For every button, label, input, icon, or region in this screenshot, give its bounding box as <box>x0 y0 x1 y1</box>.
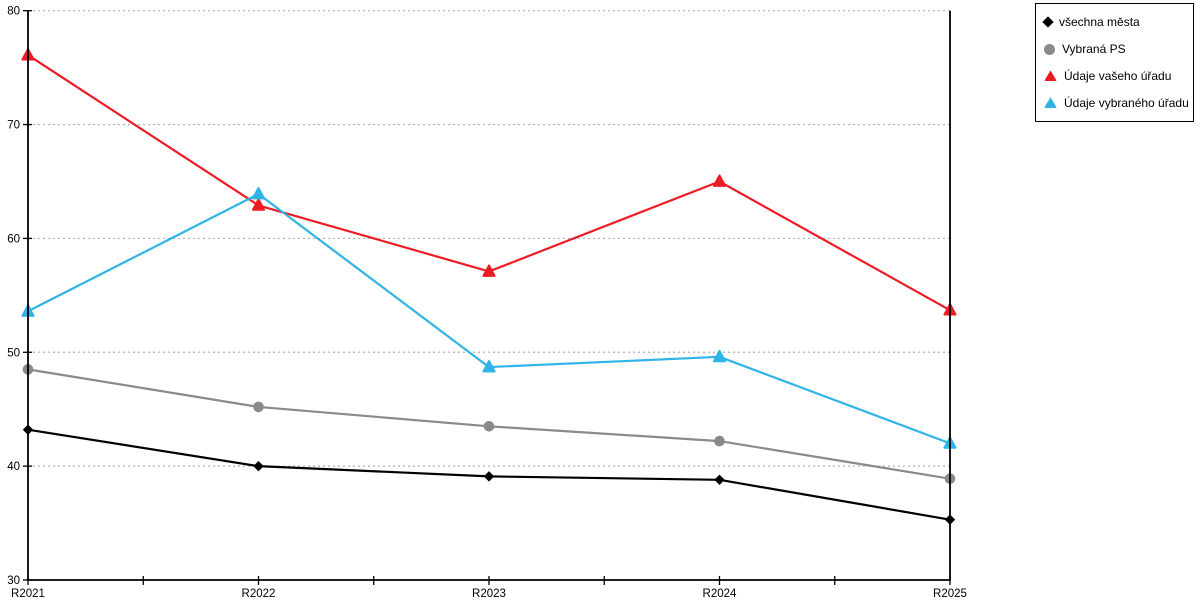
data-point-marker <box>251 198 266 211</box>
legend-label: Vybraná PS <box>1062 42 1126 57</box>
legend-label: Údaje vašeho úřadu <box>1064 68 1172 83</box>
triangle-marker-icon <box>1044 70 1057 82</box>
x-tick-label: R2021 <box>11 588 45 600</box>
data-point-marker <box>712 174 727 187</box>
data-point-marker <box>714 474 725 486</box>
x-tick-label: R2024 <box>703 588 737 600</box>
data-point-marker <box>483 420 495 432</box>
data-point-marker <box>712 349 727 363</box>
data-point-marker <box>253 401 264 413</box>
y-tick-label: 80 <box>7 6 20 18</box>
x-tick-label: R2023 <box>472 588 506 600</box>
y-tick-label: 40 <box>7 461 20 473</box>
legend-label: všechna města <box>1059 15 1140 30</box>
legend: všechna města Vybraná PS Údaje vašeho úř… <box>1035 3 1194 122</box>
y-tick-label: 30 <box>7 575 20 587</box>
data-point-marker <box>482 360 496 373</box>
x-tick-label: R2022 <box>242 588 276 600</box>
y-tick-label: 60 <box>7 233 20 245</box>
legend-item-vybrana-ps: Vybraná PS <box>1044 43 1185 55</box>
legend-label: Údaje vybraného úřadu <box>1064 95 1189 110</box>
diamond-marker-icon <box>1042 16 1054 29</box>
legend-item-udaje-vybraneho-uradu: Údaje vybraného úřadu <box>1044 97 1189 109</box>
data-point-marker <box>253 460 264 472</box>
circle-marker-icon <box>1044 43 1055 55</box>
triangle-marker-icon <box>1044 97 1057 109</box>
legend-item-vsechna-mesta: všechna města <box>1042 15 1185 30</box>
legend-item-udaje-vaseho-uradu: Údaje vašeho úřadu <box>1044 70 1185 82</box>
data-point-marker <box>482 264 496 277</box>
x-tick-label: R2025 <box>933 588 967 600</box>
data-point-marker <box>714 435 725 447</box>
series-line <box>26 192 952 445</box>
data-point-marker <box>483 471 495 482</box>
data-point-marker <box>251 187 266 200</box>
y-tick-label: 70 <box>7 120 20 132</box>
y-tick-label: 50 <box>7 347 20 359</box>
